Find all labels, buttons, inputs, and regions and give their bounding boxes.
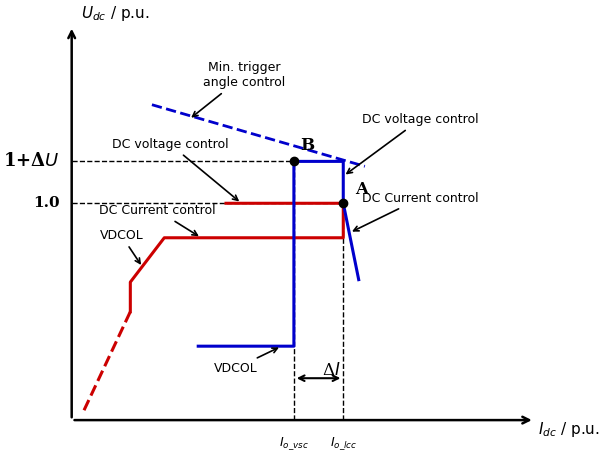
Text: DC voltage control: DC voltage control: [112, 138, 238, 200]
Text: VDCOL: VDCOL: [99, 229, 144, 263]
Text: B: B: [300, 137, 314, 154]
Text: 1.0: 1.0: [33, 196, 59, 210]
Text: A: A: [356, 181, 368, 198]
Text: Δ$I$: Δ$I$: [321, 362, 340, 380]
Text: $U_{dc}$ / p.u.: $U_{dc}$ / p.u.: [81, 5, 150, 24]
Text: $I_{o\_lcc}$: $I_{o\_lcc}$: [330, 435, 357, 452]
Text: Min. trigger
angle control: Min. trigger angle control: [192, 61, 286, 117]
Text: DC Current control: DC Current control: [99, 204, 216, 235]
Text: $I_{dc}$ / p.u.: $I_{dc}$ / p.u.: [538, 420, 599, 439]
Text: 1+Δ$U$: 1+Δ$U$: [3, 153, 59, 170]
Text: $I_{o\_vsc}$: $I_{o\_vsc}$: [279, 435, 309, 452]
Text: DC Current control: DC Current control: [353, 192, 478, 231]
Text: DC voltage control: DC voltage control: [347, 113, 478, 173]
Text: VDCOL: VDCOL: [213, 348, 277, 375]
